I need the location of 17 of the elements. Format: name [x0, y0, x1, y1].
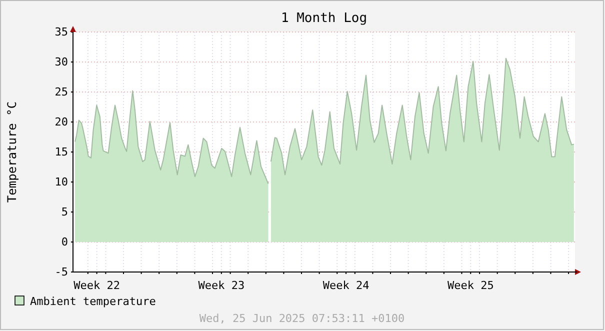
y-tick-label: 10	[54, 176, 68, 189]
y-tick-label: 25	[54, 86, 68, 99]
y-tick-label: 5	[61, 206, 68, 219]
y-tick-label: 30	[54, 56, 68, 69]
y-tick-label: 0	[61, 236, 68, 249]
x-tick-label: Week 23	[198, 279, 245, 292]
x-tick-label: Week 24	[322, 279, 370, 292]
y-tick-label: 20	[54, 116, 68, 129]
legend-label: Ambient temperature	[30, 295, 156, 308]
chart-title: 1 Month Log	[280, 11, 368, 26]
y-axis-title: Temperature °C	[5, 101, 19, 203]
text: Wed, 25 Jun 2025 07:53:11 +0100	[199, 312, 405, 325]
x-tick-label: Week 25	[447, 279, 494, 292]
x-tick-label: Week 22	[74, 279, 120, 292]
y-tick-label: 15	[54, 146, 68, 159]
y-tick-label: -5	[54, 266, 68, 279]
y-tick-label: 35	[54, 26, 68, 39]
